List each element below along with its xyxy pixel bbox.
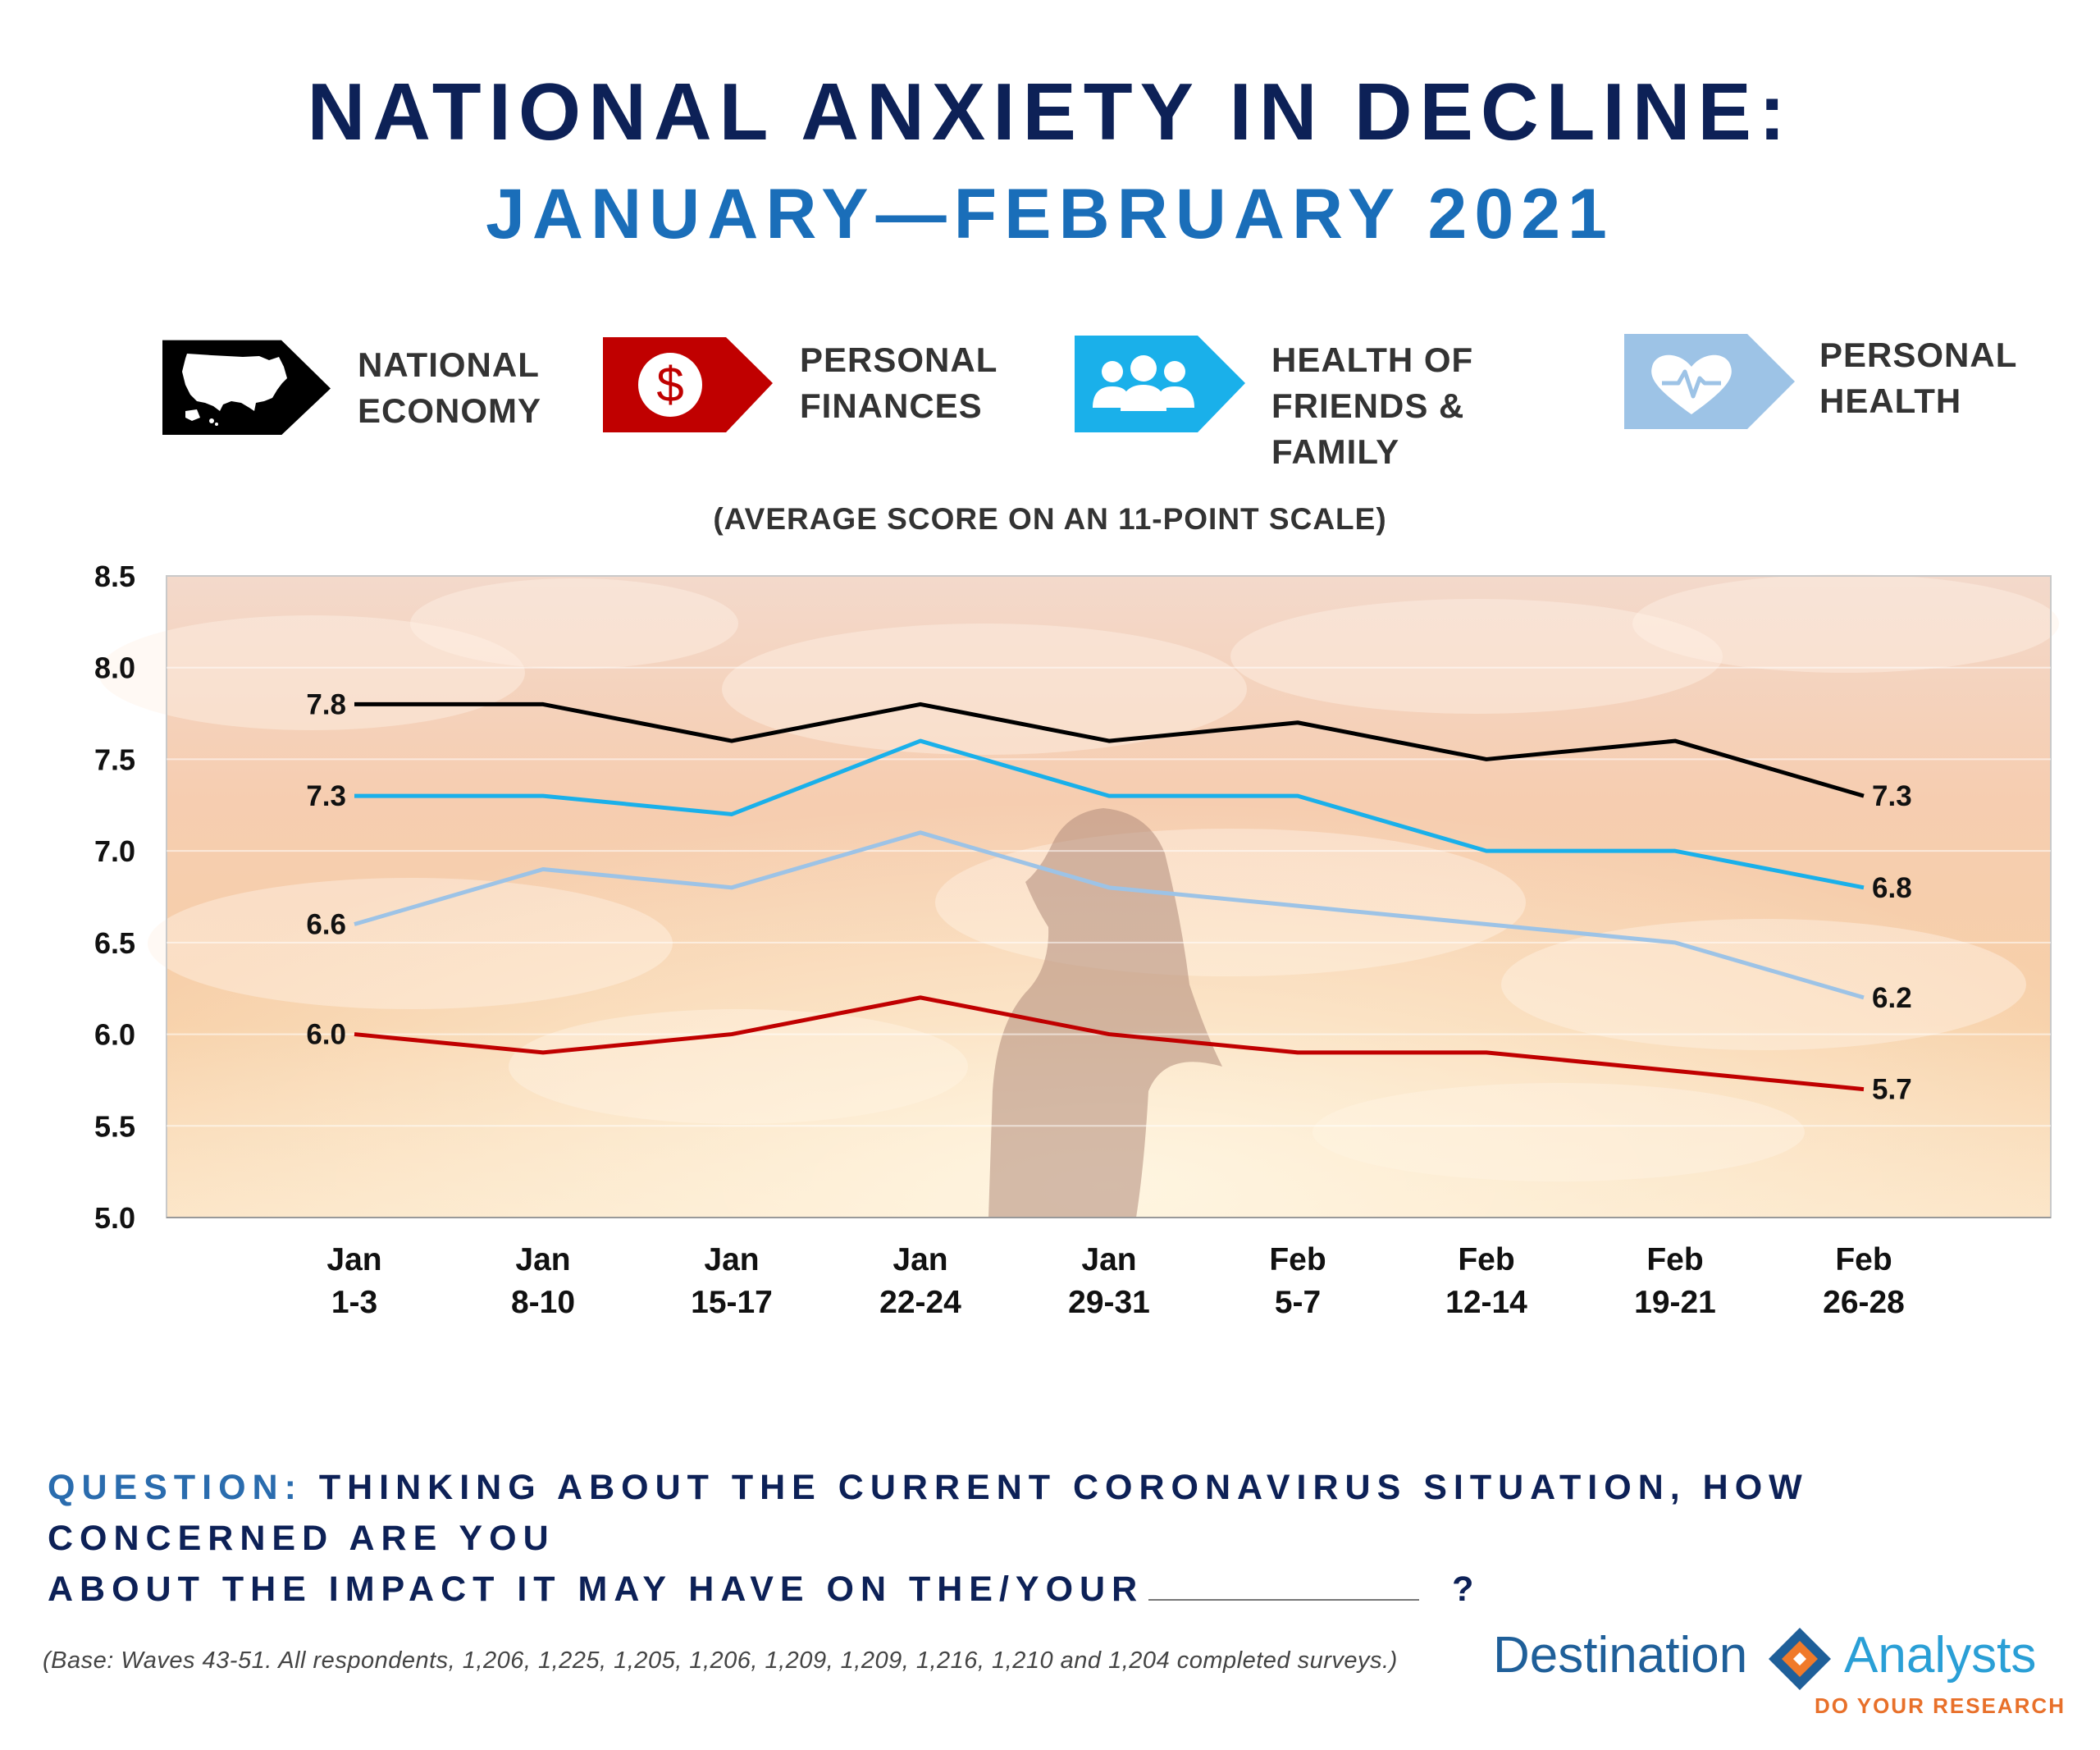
data-labels: 7.8 7.3 7.3 6.8 6.6 6.2 6.0 5.7 [306,688,1911,1105]
x-tick-label-month: Feb [1269,1242,1326,1277]
logo-tagline: DO YOUR RESEARCH [1815,1693,2066,1718]
x-tick-label-month: Feb [1646,1242,1703,1277]
destination-analysts-logo: Destination Analysts DO YOUR RESEARCH [1493,1627,2066,1718]
y-tick-label: 8.0 [94,651,135,685]
dollar-icon: $ [638,353,702,417]
y-axis: 5.0 5.5 6.0 6.5 7.0 7.5 8.0 8.5 [94,560,2051,1235]
series-line-personal-health [354,830,1865,1000]
y-tick-label: 6.5 [94,926,135,960]
svg-text:$: $ [656,357,683,412]
legend-badge-national-economy [162,340,331,435]
question-text-line1: THINKING ABOUT THE CURRENT CORONAVIRUS S… [48,1468,1809,1558]
legend-badge-health-friends-family [1075,336,1245,432]
question-text-line2: ABOUT THE IMPACT IT MAY HAVE ON THE/YOUR [48,1570,1144,1609]
legend-label-line2: HEALTH [1819,382,1962,420]
chart-scale-note: (AVERAGE SCORE ON AN 11-POINT SCALE) [713,502,1387,536]
series-line-health-of-friends-family [354,738,1865,890]
data-label-end-health-of-friends-family: 6.8 [1872,872,1912,904]
x-tick-label-month: Jan [515,1242,570,1277]
question-mark: ? [1452,1570,1481,1609]
x-tick-label-month: Jan [326,1242,381,1277]
x-tick-label-days: 22-24 [879,1285,961,1320]
x-axis: Jan 1-3 Jan 8-10 Jan 15-17 Jan 22-24 Jan 29-31 Feb… [326,1242,1904,1320]
series-lines [354,701,1865,1092]
logo-word-analysts: Analysts [1844,1627,2036,1684]
data-label-start-national-economy: 7.8 [306,688,346,720]
plot-background [98,574,2059,1218]
y-tick-label: 8.5 [94,560,135,593]
legend-item-personal-finances: $ PERSONAL FINANCES [603,332,1029,439]
series-line-national-economy [354,701,1865,798]
x-tick-label-month: Jan [1081,1242,1136,1277]
data-label-start-personal-health: 6.6 [306,909,346,941]
legend-label-line1: NATIONAL [358,345,540,384]
survey-question: QUESTION: THINKING ABOUT THE CURRENT COR… [48,1462,2066,1615]
legend-label-line2: ECONOMY [358,391,542,430]
legend-label-line1: PERSONAL [800,340,998,379]
x-tick-label-days: 8-10 [511,1285,575,1320]
data-label-end-national-economy: 7.3 [1872,780,1912,812]
chart-subtitle: JANUARY—FEBRUARY 2021 [486,175,1614,254]
question-blank [1148,1570,1420,1601]
legend-badge-personal-finances: $ [603,337,773,432]
people-group-icon [1093,355,1194,411]
x-tick-label-month: Jan [892,1242,947,1277]
legend-item-personal-health: PERSONAL HEALTH [1624,332,2051,439]
x-tick-label-days: 12-14 [1445,1285,1527,1320]
x-tick-label-days: 19-21 [1634,1285,1716,1320]
data-label-start-personal-finances: 6.0 [306,1019,346,1051]
legend-badge-personal-health [1624,334,1795,429]
series-line-personal-finances [354,995,1865,1092]
x-tick-label-days: 5-7 [1275,1285,1321,1320]
legend-item-health-friends-family: HEALTH OF FRIENDS & FAMILY [1075,332,1600,471]
logo-diamond-icon [1769,1628,1831,1690]
y-tick-label: 7.0 [94,834,135,868]
y-tick-label: 7.5 [94,742,135,776]
x-tick-label-days: 26-28 [1823,1285,1905,1320]
y-tick-label: 5.5 [94,1109,135,1143]
x-tick-label-days: 15-17 [691,1285,773,1320]
y-tick-label: 5.0 [94,1201,135,1235]
legend-item-national-economy: NATIONAL ECONOMY [162,332,573,439]
y-tick-label: 6.0 [94,1018,135,1052]
chart-title: NATIONAL ANXIETY IN DECLINE: [307,66,1793,157]
data-label-end-personal-finances: 5.7 [1872,1074,1912,1106]
x-tick-label-month: Jan [704,1242,759,1277]
usa-map-icon [182,354,287,426]
x-tick-label-days: 1-3 [331,1285,377,1320]
question-label: QUESTION: [48,1468,303,1507]
legend-label-line1: PERSONAL [1819,336,2018,374]
x-tick-label-month: Feb [1835,1242,1892,1277]
x-tick-label-month: Feb [1458,1242,1514,1277]
legend-label-line1: HEALTH OF [1271,340,1474,379]
data-label-end-personal-health: 6.2 [1872,982,1912,1014]
x-tick-label-days: 29-31 [1068,1285,1150,1320]
legend-label-line2: FINANCES [800,386,983,425]
base-footnote: (Base: Waves 43-51. All respondents, 1,2… [43,1647,1398,1674]
woman-silhouette [988,808,1222,1218]
logo-word-destination: Destination [1493,1627,1747,1684]
heart-pulse-icon [1651,354,1732,414]
legend-label-line2: FRIENDS & FAMILY [1271,386,1465,471]
data-label-start-health-of-friends-family: 7.3 [306,780,346,812]
